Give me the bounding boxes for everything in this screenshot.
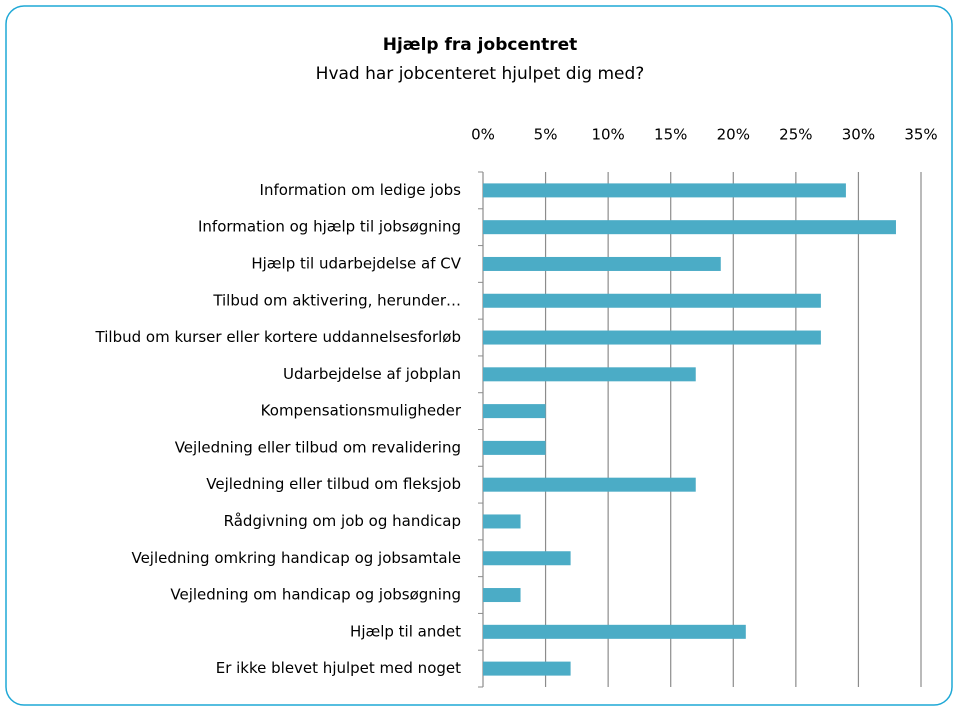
bar bbox=[483, 551, 571, 566]
bar bbox=[483, 293, 821, 308]
y-tick-label: Hjælp til andet bbox=[350, 622, 461, 640]
y-tick-label: Vejledning eller tilbud om revalidering bbox=[175, 438, 461, 456]
bar bbox=[483, 477, 696, 492]
y-tick-label: Information om ledige jobs bbox=[260, 181, 462, 199]
y-tick-label: Hjælp til udarbejdelse af CV bbox=[251, 254, 461, 272]
y-tick-label: Udarbejdelse af jobplan bbox=[283, 365, 461, 383]
bar bbox=[483, 330, 821, 345]
bar bbox=[483, 404, 546, 419]
y-tick-label: Kompensationsmuligheder bbox=[261, 402, 462, 420]
bar bbox=[483, 588, 521, 603]
x-tick-label: 15% bbox=[654, 126, 687, 144]
bar bbox=[483, 440, 546, 455]
bar bbox=[483, 624, 746, 639]
y-tick-label: Tilbud om kurser eller kortere uddannels… bbox=[95, 328, 461, 346]
chart-subtitle: Hvad har jobcenteret hjulpet dig med? bbox=[316, 64, 645, 84]
x-tick-label: 35% bbox=[904, 126, 937, 144]
x-tick-label: 25% bbox=[779, 126, 812, 144]
bar bbox=[483, 367, 696, 382]
x-tick-label: 5% bbox=[534, 126, 558, 144]
y-tick-label: Er ikke blevet hjulpet med noget bbox=[216, 659, 461, 677]
x-tick-label: 10% bbox=[591, 126, 624, 144]
x-tick-label: 0% bbox=[471, 126, 495, 144]
bar bbox=[483, 220, 896, 235]
x-tick-label: 20% bbox=[717, 126, 750, 144]
y-tick-label: Vejledning eller tilbud om fleksjob bbox=[206, 475, 461, 493]
bar bbox=[483, 256, 721, 271]
y-tick-label: Rådgivning om job og handicap bbox=[224, 512, 461, 530]
bar bbox=[483, 514, 521, 529]
bar bbox=[483, 183, 846, 198]
y-tick-label: Tilbud om aktivering, herunder… bbox=[212, 291, 461, 309]
bar bbox=[483, 661, 571, 676]
y-tick-label: Information og hjælp til jobsøgning bbox=[198, 218, 461, 236]
chart-title: Hjælp fra jobcentret bbox=[383, 35, 578, 55]
x-tick-label: 30% bbox=[842, 126, 875, 144]
y-tick-label: Vejledning om handicap og jobsøgning bbox=[170, 586, 461, 604]
y-tick-label: Vejledning omkring handicap og jobsamtal… bbox=[131, 549, 461, 567]
